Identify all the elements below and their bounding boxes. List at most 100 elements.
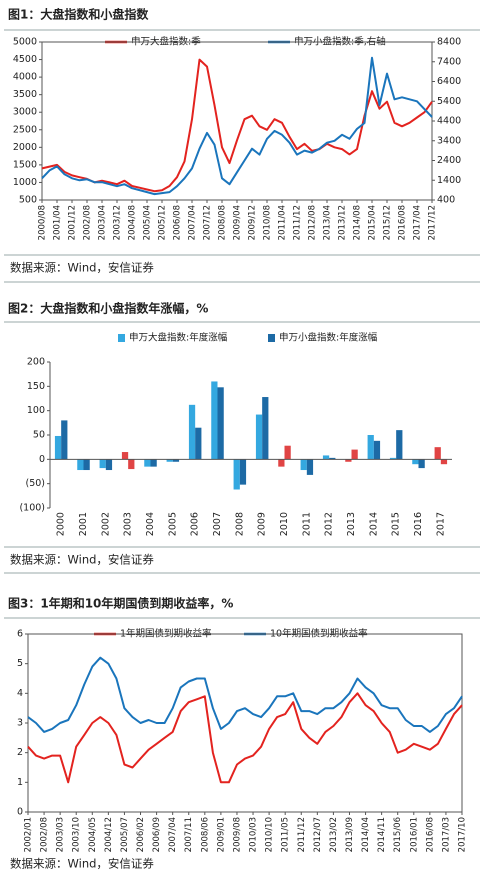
series-line — [27, 692, 463, 784]
y-tick-label: 200 — [27, 357, 45, 368]
y-tick-label: 0 — [39, 454, 45, 465]
x-tick-label: 2004/12 — [104, 817, 114, 852]
x-tick-label: 2013/04 — [323, 205, 333, 240]
bar — [255, 414, 263, 460]
bar — [322, 455, 330, 460]
bar — [434, 447, 441, 460]
x-tick-label: 2011/05 — [281, 817, 291, 852]
bar — [144, 459, 151, 467]
series-line — [41, 56, 433, 196]
bar — [440, 459, 448, 465]
bar — [367, 435, 374, 460]
y-tick-label: 1400 — [437, 175, 461, 186]
bar — [418, 459, 425, 469]
x-tick-label: 2003 — [123, 512, 134, 536]
x-tick-label: 2014/08 — [353, 205, 363, 240]
y-tick-label: 3 — [17, 718, 23, 729]
x-tick-label: 2008 — [234, 512, 245, 536]
x-tick-label: 2010/03 — [249, 817, 259, 852]
x-tick-label: 2007/04 — [168, 817, 178, 852]
series-line — [27, 656, 463, 733]
legend-swatch — [268, 334, 275, 342]
x-tick-label: 2016/08 — [398, 205, 408, 240]
x-tick-label: 2003/12 — [113, 205, 123, 240]
source-note: 数据来源：Wind，安信证券 — [10, 261, 154, 275]
bar — [351, 449, 358, 460]
y-tick-label: 8400 — [437, 37, 461, 48]
x-tick-label: 2015/12 — [383, 205, 393, 240]
y-tick-label: 5000 — [13, 37, 37, 48]
panel-title: 图3：1年期和10年期国债到期收益率，% — [8, 596, 233, 611]
bar — [233, 459, 240, 490]
y-tick-label: 3400 — [437, 135, 461, 146]
x-tick-label: 2009 — [257, 512, 268, 536]
x-tick-label: 2004/08 — [128, 205, 138, 240]
y-tick-label: 6400 — [437, 76, 461, 87]
y-tick-label: 400 — [437, 195, 455, 206]
x-tick-label: 2002/08 — [40, 817, 50, 852]
x-tick-label: 2010 — [279, 512, 290, 536]
x-tick-label: 2003/04 — [98, 205, 108, 240]
y-tick-label: 0 — [17, 807, 23, 818]
x-tick-label: 2000/08 — [38, 205, 48, 240]
y-tick-label: 1500 — [13, 159, 37, 170]
x-tick-label: 2011/04 — [278, 205, 288, 240]
x-tick-label: 2015/04 — [368, 205, 378, 240]
x-tick-label: 2001/12 — [68, 205, 78, 240]
x-tick-label: 2016 — [413, 512, 424, 536]
bar — [211, 381, 218, 460]
bar — [99, 459, 106, 469]
bar — [172, 459, 180, 462]
x-tick-label: 2005/04 — [143, 205, 153, 240]
y-tick-label: 5400 — [437, 96, 461, 107]
bar — [61, 420, 68, 460]
x-tick-label: 2005/07 — [120, 817, 130, 852]
x-tick-label: 2007/11 — [184, 817, 194, 852]
x-tick-label: 2005/12 — [158, 205, 168, 240]
x-tick-label: 2008/08 — [218, 205, 228, 240]
y-tick-label: 1000 — [13, 177, 37, 188]
x-tick-label: 2010/08 — [263, 205, 273, 240]
x-tick-label: 2010/10 — [265, 817, 275, 852]
y-tick-label: 3000 — [13, 107, 37, 118]
bar — [83, 459, 90, 471]
x-tick-label: 2011/12 — [293, 205, 303, 240]
bar — [278, 459, 285, 467]
y-tick-label: 1 — [17, 777, 23, 788]
x-tick-label: 2011 — [301, 512, 312, 536]
y-tick-label: 6 — [17, 629, 23, 640]
bar — [54, 435, 62, 460]
x-tick-label: 2011/12 — [297, 817, 307, 852]
bar — [300, 459, 307, 471]
x-tick-label: 2001/04 — [53, 205, 63, 240]
y-tick-label: 2000 — [13, 142, 37, 153]
y-tick-label: (100) — [19, 503, 45, 514]
source-note: 数据来源：Wind，安信证券 — [10, 553, 154, 567]
x-tick-label: 2009/12 — [248, 205, 258, 240]
panel-title: 图2：大盘指数和小盘指数年涨幅，% — [8, 301, 208, 316]
x-tick-label: 2007/12 — [203, 205, 213, 240]
y-tick-label: 4400 — [437, 116, 461, 127]
x-tick-label: 2012/07 — [313, 817, 323, 852]
panel-frames — [4, 29, 480, 619]
x-tick-label: 2006 — [190, 512, 201, 536]
x-tick-label: 2013/02 — [329, 817, 339, 852]
y-tick-label: 4500 — [13, 54, 37, 65]
bar — [217, 387, 224, 460]
x-tick-label: 2002 — [100, 512, 111, 536]
x-tick-label: 2015/06 — [393, 817, 403, 852]
y-tick-label: (50) — [25, 478, 45, 489]
bar — [77, 459, 84, 471]
x-tick-label: 2006/08 — [173, 205, 183, 240]
y-tick-label: 4 — [17, 688, 23, 699]
bar — [121, 452, 129, 460]
x-tick-label: 2003/03 — [56, 817, 66, 852]
legend-swatch — [118, 334, 125, 342]
y-tick-label: 150 — [27, 381, 45, 392]
y-tick-label: 50 — [33, 430, 45, 441]
bar — [150, 459, 157, 467]
y-tick-label: 500 — [19, 195, 37, 206]
x-tick-label: 2000 — [56, 512, 67, 536]
x-tick-label: 2002/08 — [83, 205, 93, 240]
